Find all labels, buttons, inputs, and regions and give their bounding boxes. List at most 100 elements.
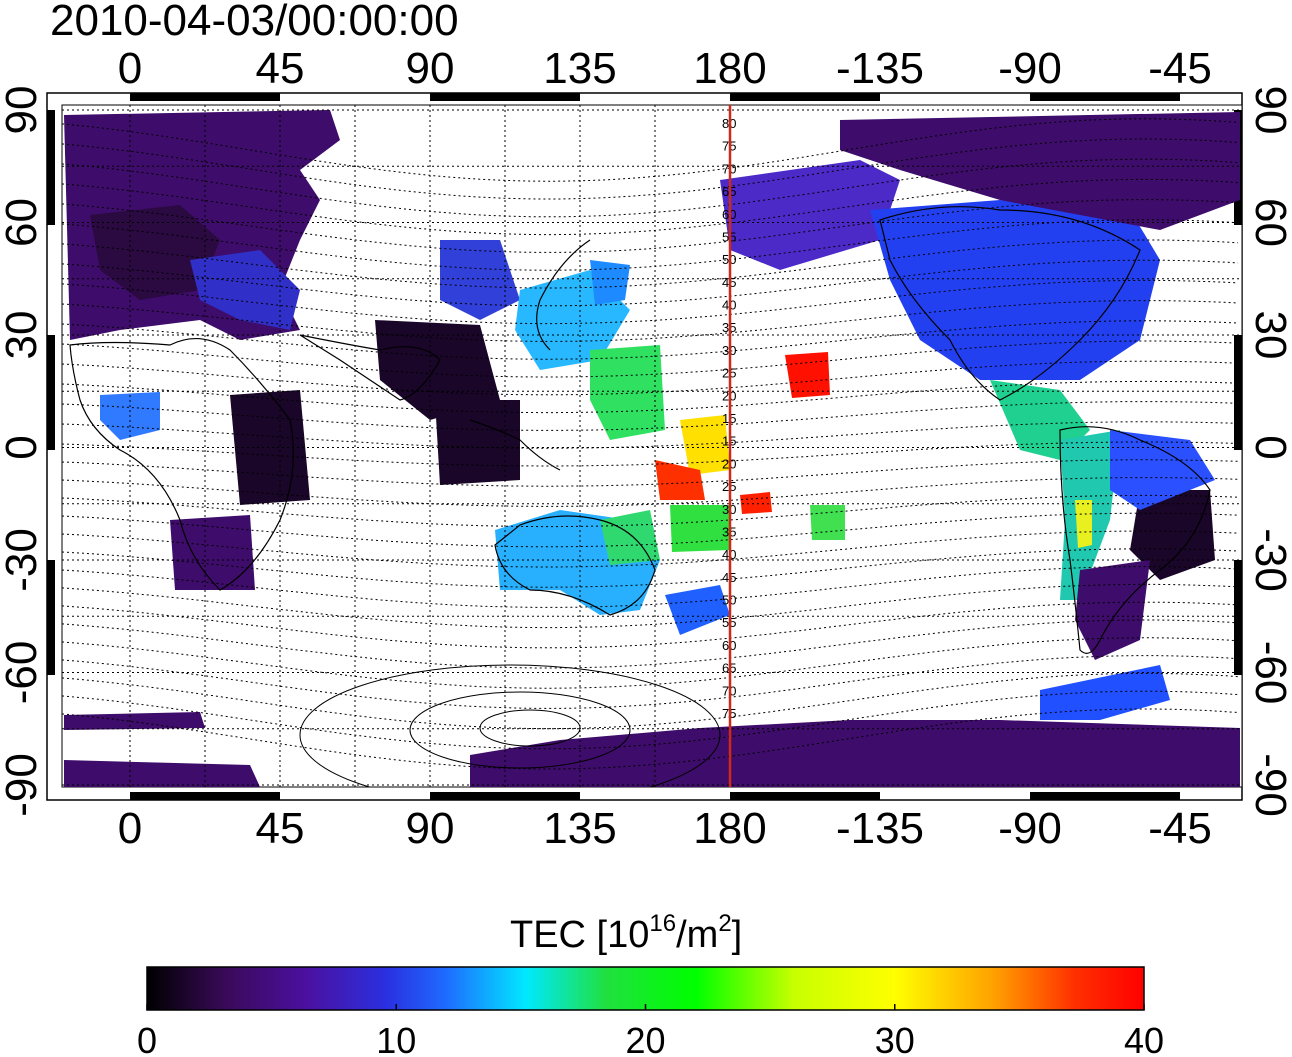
magnetic-latitude-contour (62, 340, 1239, 378)
magnetic-latitude-contour (62, 320, 1239, 360)
tec-patch-canada-north (840, 112, 1240, 230)
magnetic-latitude-contour (62, 477, 1239, 507)
tec-patch-europe-blue (190, 250, 300, 330)
colorbar-title-middle: /m (676, 914, 718, 956)
lat-lon-grid (62, 105, 1242, 787)
tec-patch-south-pacific-green (670, 505, 730, 552)
magnetic-latitude-contour (62, 601, 1239, 649)
magnetic-latitude-contour (62, 672, 1239, 730)
longitude-tick-label: -45 (1148, 44, 1212, 93)
longitude-tick-label: 90 (406, 804, 455, 853)
coastlines (69, 206, 1211, 654)
south-magnetic-pole-contours (299, 664, 721, 787)
left-latitude-ticks: 90 60 30 0 -30 -60 -90 (0, 86, 46, 817)
bottom-longitude-ticks: 0 45 90 135 180 -135 -90 -45 (118, 804, 1212, 853)
magnetic-latitude-contour (62, 530, 1239, 568)
colorbar-tick-label: 10 (376, 1020, 416, 1057)
magnetic-latitude-contour (62, 138, 1239, 200)
tec-patch-scandinavia (90, 205, 220, 300)
colorbar-tick-label: 40 (1124, 1020, 1164, 1057)
colorbar-title: TEC [1016/m2] (510, 910, 742, 956)
colorbar-tick-label: 0 (137, 1020, 157, 1057)
longitude-tick-label: 45 (256, 44, 305, 93)
latitude-tick-label: 90 (0, 86, 46, 135)
magnetic-latitude-contour (62, 441, 1239, 467)
magnetic-latitude-contour (62, 158, 1239, 218)
colorbar-title-prefix: TEC [10 (510, 914, 649, 956)
latitude-tick-label: 0 (0, 435, 46, 459)
tec-patch-south-pacific-red2 (740, 492, 772, 514)
magnetic-latitude-contour (62, 118, 1239, 182)
tec-data-layer (64, 110, 1240, 787)
longitude-tick-label: -90 (998, 804, 1062, 853)
magnetic-latitude-contour (62, 401, 1239, 431)
tec-patch-east-africa (230, 390, 310, 505)
latitude-tick-label: 90 (1246, 86, 1292, 135)
magnetic-latitude-contour (62, 421, 1239, 449)
latitude-tick-label: -90 (0, 753, 46, 817)
colorbar-ticks: 0 10 20 30 40 (137, 1004, 1164, 1057)
magnetic-latitude-contour (62, 199, 1239, 253)
magnetic-latitude-contour (62, 239, 1239, 289)
magnetic-latitude-contour (62, 459, 1239, 487)
magnetic-latitude-contour (62, 655, 1239, 709)
longitude-tick-label: -90 (998, 44, 1062, 93)
tec-patch-antarctica-west (64, 760, 260, 787)
timestamp-title: 2010-04-03/00:00:00 (50, 0, 459, 45)
magnetic-latitude-contour (62, 690, 1239, 750)
longitude-tick-label: 180 (693, 44, 766, 93)
latitude-tick-label: -60 (0, 641, 46, 705)
magnetic-latitude-contour (62, 583, 1239, 629)
latitude-tick-label: -30 (1246, 528, 1292, 592)
longitude-tick-label: 135 (543, 804, 616, 853)
tec-patch-brazil (1130, 490, 1215, 580)
longitude-tick-label: 0 (118, 804, 142, 853)
magnetic-latitude-contour (62, 494, 1239, 528)
magnetic-latitude-contours (62, 118, 1239, 770)
colorbar-title-exponent2: 2 (718, 910, 731, 937)
colorbar (146, 966, 1145, 1011)
latitude-tick-label: 60 (1246, 198, 1292, 247)
magnetic-latitude-contour (62, 259, 1239, 307)
latitude-tick-label: -90 (1246, 753, 1292, 817)
magnetic-latitude-contour (62, 566, 1239, 608)
magnetic-latitude-contour (62, 279, 1239, 325)
tec-patch-alaska (720, 160, 900, 270)
latitude-tick-label: -60 (1246, 641, 1292, 705)
top-longitude-ticks: 0 45 90 135 180 -135 -90 -45 (118, 44, 1212, 93)
right-latitude-ticks: 90 60 30 0 -30 -60 -90 (1246, 86, 1292, 817)
longitude-tick-label: 90 (406, 44, 455, 93)
tec-patch-south-america-yellow (1075, 500, 1092, 548)
latitude-tick-label: 0 (1246, 435, 1292, 459)
latitude-tick-label: 30 (1246, 311, 1292, 360)
tec-patch-antarctica (470, 720, 1240, 787)
tec-patch-australia-green (600, 510, 660, 565)
tec-patch-east-asia (440, 240, 520, 320)
magnetic-latitude-contour (62, 178, 1239, 236)
tec-patch-sumatra (435, 400, 520, 485)
tec-patch-japan (590, 260, 630, 305)
latitude-tick-label: 30 (0, 311, 46, 360)
magnetic-latitude-contour (62, 300, 1239, 342)
tec-patch-antarctic-peninsula (1040, 665, 1170, 720)
latitude-tick-label: 60 (0, 198, 46, 247)
longitude-tick-label: -135 (836, 44, 924, 93)
magnetic-latitude-contour (62, 219, 1239, 271)
longitude-tick-label: -135 (836, 804, 924, 853)
longitude-tick-label: 0 (118, 44, 142, 93)
frame-tick-bars (47, 93, 1242, 800)
magnetic-latitude-contour (62, 619, 1239, 669)
magnetic-latitude-contour (62, 360, 1239, 396)
longitude-tick-label: -45 (1148, 804, 1212, 853)
magnetic-latitude-contour (62, 708, 1239, 770)
latitude-tick-label: -30 (0, 528, 46, 592)
colorbar-tick-label: 20 (625, 1020, 665, 1057)
tec-patch-africa-west (170, 515, 255, 590)
longitude-tick-label: 180 (693, 804, 766, 853)
tec-patch-south-pacific-green2 (810, 505, 845, 540)
tec-patch-india (375, 320, 500, 420)
tec-patch-central-pacific-yellow (680, 415, 730, 475)
tec-patch-western-pacific (590, 345, 665, 440)
longitude-tick-label: 135 (543, 44, 616, 93)
colorbar-tick-label: 30 (875, 1020, 915, 1057)
